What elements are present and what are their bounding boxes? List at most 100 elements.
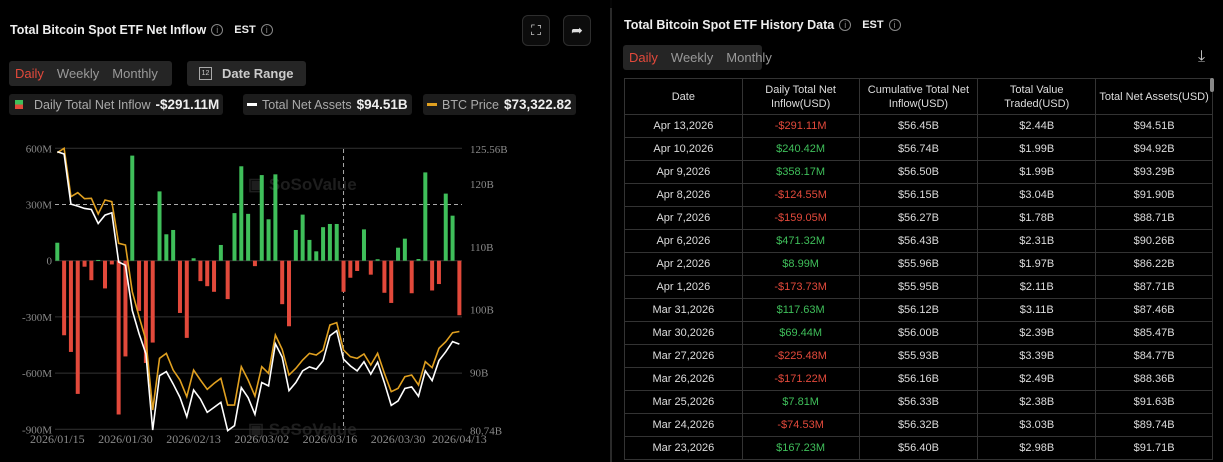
value-traded-cell: $2.49B: [977, 367, 1097, 391]
net-assets-cell: $85.47B: [1095, 321, 1213, 345]
legend-net-inflow[interactable]: Daily Total Net Inflow -$291.11M: [9, 94, 224, 115]
column-header[interactable]: Date: [624, 78, 743, 115]
legend-net-assets[interactable]: Total Net Assets $94.51B: [243, 94, 412, 115]
left-axis-tick: 600M: [26, 143, 53, 155]
inflow-bar: [341, 260, 346, 292]
info-icon[interactable]: i: [839, 19, 852, 31]
inflow-bar: [68, 260, 73, 352]
legend-label: Daily Total Net Inflow: [34, 97, 151, 112]
timezone-label: EST: [862, 19, 884, 31]
legend-label: BTC Price: [442, 97, 499, 112]
share-button[interactable]: ➦: [563, 15, 591, 46]
table-row: Apr 10,2026 $240.42M $56.74B $1.99B $94.92B: [624, 137, 1213, 161]
tab-daily[interactable]: Daily: [15, 66, 44, 81]
x-axis-tick: 2026/01/15: [30, 432, 85, 446]
inflow-bar: [103, 260, 108, 289]
date-cell: Mar 27,2026: [624, 344, 743, 368]
net-assets-cell: $88.36B: [1095, 367, 1213, 391]
fullscreen-button[interactable]: ⛶: [522, 15, 550, 46]
download-icon[interactable]: ⤓: [1198, 48, 1206, 65]
inflow-bar: [348, 260, 353, 278]
inflow-bar: [184, 260, 189, 338]
net-inflow-cell: -$225.48M: [741, 344, 860, 368]
table-row: Mar 24,2026 -$74.53M $56.32B $3.03B $89.74B: [624, 413, 1213, 437]
left-axis-tick: 0: [47, 256, 53, 268]
legend-label: Total Net Assets: [262, 97, 352, 112]
history-table: Date Daily Total Net Inflow(USD) Cumulativ…: [624, 78, 1213, 460]
inflow-bar: [164, 234, 169, 261]
cumulative-inflow-cell: $56.43B: [858, 229, 979, 253]
right-axis-tick: 110B: [470, 242, 493, 254]
table-row: Apr 13,2026 -$291.11M $56.45B $2.44B $94.51B: [624, 114, 1213, 138]
tab-monthly[interactable]: Monthly: [112, 66, 158, 81]
calendar-icon: 12: [199, 67, 212, 80]
cumulative-inflow-cell: $56.45B: [858, 114, 979, 138]
inflow-bar: [116, 260, 121, 415]
cumulative-inflow-cell: $56.15B: [858, 183, 979, 207]
right-axis-tick: 100B: [470, 305, 494, 317]
panel-divider: [610, 8, 612, 462]
net-inflow-cell: $471.32M: [741, 229, 860, 253]
inflow-swatch-icon: [15, 100, 23, 109]
tab-monthly[interactable]: Monthly: [726, 50, 772, 65]
inflow-bar: [334, 223, 339, 261]
inflow-bar: [402, 238, 407, 261]
date-cell: Mar 24,2026: [624, 413, 743, 437]
assets-line-icon: [247, 103, 257, 106]
inflow-bar: [259, 175, 264, 261]
net-inflow-cell: -$171.22M: [741, 367, 860, 391]
date-cell: Mar 25,2026: [624, 390, 743, 414]
inflow-bar: [82, 260, 87, 267]
cumulative-inflow-cell: $55.93B: [858, 344, 979, 368]
net-inflow-cell: $240.42M: [741, 137, 860, 161]
inflow-bar: [382, 260, 387, 293]
inflow-bar: [177, 260, 182, 313]
column-header[interactable]: Total Value Traded(USD): [977, 78, 1097, 115]
date-cell: Mar 26,2026: [624, 367, 743, 391]
info-icon[interactable]: i: [888, 19, 901, 31]
date-cell: Apr 7,2026: [624, 206, 743, 230]
x-axis-tick: 2026/02/13: [166, 432, 221, 446]
fullscreen-icon: ⛶: [531, 22, 541, 38]
inflow-bar: [396, 247, 401, 261]
cumulative-inflow-cell: $56.12B: [858, 298, 979, 322]
inflow-bar: [450, 215, 455, 261]
tab-weekly[interactable]: Weekly: [670, 50, 714, 65]
inflow-bar: [171, 229, 176, 261]
date-cell: Apr 6,2026: [624, 229, 743, 253]
value-traded-cell: $2.38B: [977, 390, 1097, 414]
net-assets-cell: $91.63B: [1095, 390, 1213, 414]
inflow-bar: [150, 260, 155, 343]
net-assets-cell: $90.26B: [1095, 229, 1213, 253]
info-icon[interactable]: i: [260, 24, 273, 36]
info-icon[interactable]: i: [211, 24, 224, 36]
value-traded-cell: $3.39B: [977, 344, 1097, 368]
value-traded-cell: $2.11B: [977, 275, 1097, 299]
net-assets-line: [57, 150, 460, 433]
net-inflow-chart[interactable]: 600M 300M 0 -300M -600M -900M 125.56B 120B 110B 1…: [0, 0, 610, 462]
net-inflow-cell: -$159.05M: [741, 206, 860, 230]
column-header[interactable]: Total Net Assets(USD): [1095, 78, 1213, 115]
tab-daily[interactable]: Daily: [629, 50, 658, 65]
value-traded-cell: $1.97B: [977, 252, 1097, 276]
column-header[interactable]: Cumulative Total Net Inflow(USD): [858, 78, 979, 115]
net-assets-cell: $87.46B: [1095, 298, 1213, 322]
date-cell: Mar 31,2026: [624, 298, 743, 322]
column-header[interactable]: Daily Total Net Inflow(USD): [741, 78, 860, 115]
inflow-bar: [287, 260, 292, 327]
table-row: Apr 1,2026 -$173.73M $55.95B $2.11B $87.71B: [624, 275, 1213, 299]
date-range-button[interactable]: 12 Date Range: [187, 61, 306, 86]
table-row: Apr 2,2026 $8.99M $55.96B $1.97B $86.22B: [624, 252, 1213, 276]
net-inflow-cell: $69.44M: [741, 321, 860, 345]
legend-btc-price[interactable]: BTC Price $73,322.82: [423, 94, 576, 115]
inflow-bar: [143, 260, 148, 363]
net-assets-cell: $89.74B: [1095, 413, 1213, 437]
table-scrollbar[interactable]: [1210, 78, 1214, 92]
inflow-bar: [198, 260, 203, 282]
right-axis-tick: 80.74B: [470, 426, 502, 438]
inflow-bar: [300, 214, 305, 261]
table-row: Apr 8,2026 -$124.55M $56.15B $3.04B $91.90B: [624, 183, 1213, 207]
cumulative-inflow-cell: $55.95B: [858, 275, 979, 299]
inflow-bar: [457, 260, 462, 316]
tab-weekly[interactable]: Weekly: [56, 66, 100, 81]
